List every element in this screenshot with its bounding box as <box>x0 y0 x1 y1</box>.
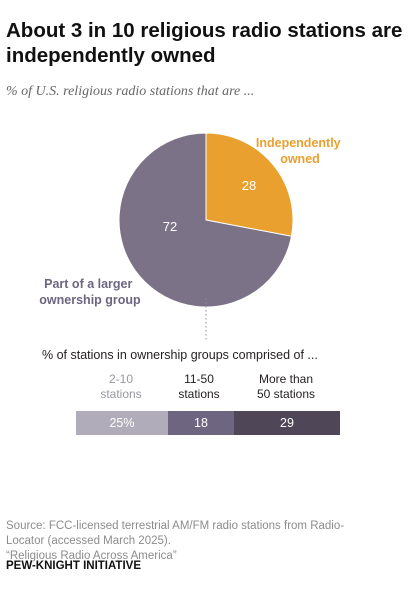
category-label-2-10-line1: 2-10 <box>108 372 134 386</box>
category-label-2-10: 2-10 stations <box>76 372 166 402</box>
pie-slices <box>118 132 294 308</box>
bar-segment-2-10: 25% <box>76 411 168 435</box>
category-label-2-10-line2: stations <box>100 387 142 401</box>
bar-segment-more-than-50-label: 29 <box>280 416 294 430</box>
category-label-11-50-line1: 11-50 <box>184 372 214 386</box>
brand-footer: PEW-KNIGHT INITIATIVE <box>6 560 141 572</box>
bar-segment-11-50-label: 18 <box>194 416 208 430</box>
source-note: Source: FCC-licensed terrestrial AM/FM r… <box>6 519 411 564</box>
ownership-groups-heading: % of stations in ownership groups compri… <box>42 348 318 362</box>
label-independently-owned-line2: owned <box>280 152 320 166</box>
pie-slice-independently-owned <box>205 132 294 237</box>
bar-segment-more-than-50: 29 <box>234 411 340 435</box>
ownership-group-bar: 25% 18 29 <box>76 411 340 435</box>
label-ownership-group-line2: ownership group <box>39 293 141 307</box>
label-ownership-group: Part of a larger ownership group <box>39 277 141 307</box>
source-line-2: Locator (accessed March 2025). <box>6 535 171 547</box>
pie-slice-ownership-group <box>118 132 293 308</box>
bar-segment-2-10-label: 25% <box>109 416 135 430</box>
category-label-11-50: 11-50 stations <box>166 372 232 402</box>
pie-value-independent: 28 <box>242 178 256 193</box>
category-label-more-than-50-line2: 50 stations <box>256 387 316 401</box>
source-line-1: Source: FCC-licensed terrestrial AM/FM r… <box>6 520 345 532</box>
label-independently-owned: Independently owned <box>256 136 344 166</box>
chart-subtitle: % of U.S. religious radio stations that … <box>6 84 255 99</box>
label-ownership-group-line1: Part of a larger <box>44 277 132 291</box>
bar-segment-11-50: 18 <box>168 411 234 435</box>
category-label-11-50-line2: stations <box>178 387 220 401</box>
source-line-3: “Religious Radio Across America” <box>6 550 177 562</box>
label-independently-owned-line1: Independently <box>256 136 341 150</box>
chart-title: About 3 in 10 religious radio stations a… <box>6 19 403 67</box>
category-label-more-than-50: More than 50 stations <box>232 372 340 402</box>
category-label-more-than-50-line1: More than <box>258 372 314 386</box>
pie-value-group: 72 <box>163 219 177 234</box>
pie-chart: 28 72 Independently owned Part of a larg… <box>39 132 344 342</box>
